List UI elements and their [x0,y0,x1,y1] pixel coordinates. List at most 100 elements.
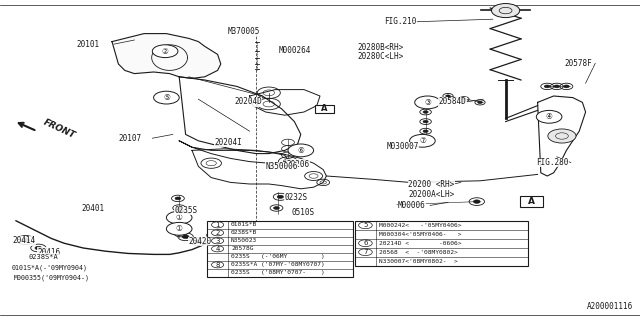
Text: 20101: 20101 [77,40,100,49]
Circle shape [154,91,179,104]
Text: ⑧: ⑧ [253,253,259,262]
Circle shape [211,222,224,228]
Circle shape [211,246,224,252]
Circle shape [358,222,372,229]
Text: ①: ① [176,213,182,222]
Text: 20280B<RH>: 20280B<RH> [357,43,403,52]
Text: 0238S*A: 0238S*A [29,254,58,260]
Text: ③: ③ [424,98,431,107]
Text: 20401: 20401 [82,204,105,213]
Text: 8: 8 [215,262,220,268]
Bar [241,245,264,257]
Text: 20568  <  -'08MY0802>: 20568 < -'08MY0802> [379,250,458,255]
Circle shape [177,207,182,209]
Circle shape [423,111,428,113]
Circle shape [177,216,183,219]
Text: ⑦: ⑦ [419,136,426,145]
Circle shape [274,207,280,209]
Text: 6: 6 [363,240,368,246]
Bar [315,105,334,113]
Circle shape [35,246,42,250]
Circle shape [166,211,192,224]
Text: FRONT: FRONT [42,117,76,140]
Text: 7: 7 [363,249,368,255]
Text: M000242<   -'05MY0406>: M000242< -'05MY0406> [379,223,461,228]
Text: N330007<'08MY0802-  >: N330007<'08MY0802- > [379,259,458,264]
Circle shape [243,251,269,264]
Text: 20578G: 20578G [231,246,253,251]
Circle shape [423,130,428,132]
Text: 20107: 20107 [118,134,141,143]
Circle shape [410,134,435,147]
Circle shape [492,4,520,18]
Text: N350006: N350006 [266,162,298,171]
Bar [355,221,528,266]
Text: M030007: M030007 [387,142,419,151]
Circle shape [358,240,372,247]
Circle shape [288,144,314,157]
Circle shape [22,238,29,242]
Text: FIG.280: FIG.280 [536,158,569,167]
Text: 20414: 20414 [13,236,36,245]
Circle shape [445,95,451,97]
Text: ②: ② [162,47,168,56]
Circle shape [277,195,284,198]
Text: FIG.210: FIG.210 [384,17,417,26]
Circle shape [211,262,224,268]
Text: N350023: N350023 [231,238,257,243]
Text: 0101S*A(-'09MY0904): 0101S*A(-'09MY0904) [12,265,88,271]
Circle shape [415,96,440,109]
Text: 20584D: 20584D [438,97,466,106]
Text: 5: 5 [364,222,367,228]
Bar [207,221,353,277]
Text: M000355('09MY0904-): M000355('09MY0904-) [14,275,90,281]
Text: 20206: 20206 [287,160,310,169]
Circle shape [423,101,428,104]
Text: 20416: 20416 [37,248,60,257]
Circle shape [423,120,428,123]
Bar [520,196,543,207]
Circle shape [182,235,189,238]
Circle shape [474,200,480,203]
Text: M000304<'05MY0406-   >: M000304<'05MY0406- > [379,232,461,237]
Circle shape [564,85,570,88]
Circle shape [152,45,178,58]
Text: M370005: M370005 [227,27,260,36]
Text: ⑥: ⑥ [298,146,304,155]
Text: 3: 3 [215,238,220,244]
Text: B: B [250,247,256,256]
Polygon shape [112,34,221,78]
Text: 20420: 20420 [189,237,212,246]
Circle shape [175,197,181,200]
Text: 4: 4 [216,246,220,252]
Circle shape [461,98,467,100]
Circle shape [211,234,218,237]
Circle shape [477,101,483,104]
Text: 0232S: 0232S [285,193,308,202]
Circle shape [178,232,183,235]
Text: 0101S*B: 0101S*B [231,222,257,227]
Text: ⑧: ⑧ [295,248,301,257]
Text: 0235S: 0235S [174,206,197,215]
Text: ①: ① [176,224,182,233]
Text: ⑤: ⑤ [163,93,170,102]
Text: 20200 <RH>: 20200 <RH> [408,180,454,189]
Circle shape [166,222,192,235]
Text: 1: 1 [215,222,220,228]
Text: 20200A<LH>: 20200A<LH> [408,190,454,199]
Text: M000264: M000264 [278,46,311,55]
Circle shape [211,238,224,244]
Text: A200001116: A200001116 [588,302,634,311]
Text: 20578F: 20578F [564,59,592,68]
Text: 0235S   ('08MY'0707-    ): 0235S ('08MY'0707- ) [231,270,324,275]
Circle shape [177,223,182,225]
Text: A: A [528,197,534,206]
Text: 20204D: 20204D [234,97,262,106]
Circle shape [545,85,550,88]
Text: 2: 2 [216,230,220,236]
Text: ④: ④ [546,112,552,121]
Text: 20214D <        -0606>: 20214D < -0606> [379,241,461,246]
Circle shape [195,240,202,243]
Text: 20280C<LH>: 20280C<LH> [357,52,403,61]
Circle shape [554,85,559,88]
